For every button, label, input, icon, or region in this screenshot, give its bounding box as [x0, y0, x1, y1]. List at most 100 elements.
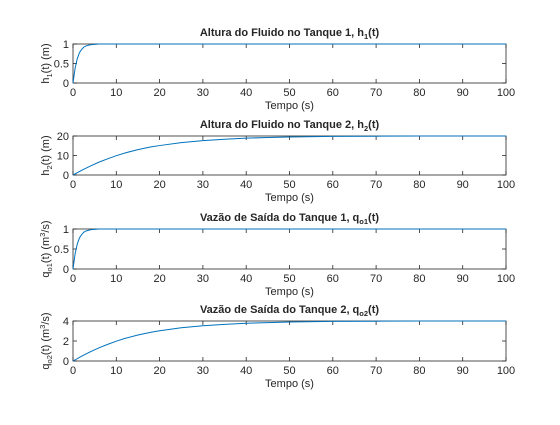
series-line-1: [72, 320, 506, 362]
title-main: Altura do Fluido no Tanque 2, h: [200, 119, 364, 131]
x-tick-label: 0: [70, 273, 76, 285]
x-axis-label: Tempo (s): [265, 100, 314, 112]
x-tick-label: 10: [110, 365, 122, 377]
y-axis-label: qo2(t) (m3/s): [38, 312, 54, 369]
x-tick-label: 20: [153, 87, 165, 99]
ylabel-main: q: [40, 363, 52, 369]
subplot-4: 0 10 20 30 40 50 60 70 80 90 100 0 2 4 Vazão de Saída …: [38, 304, 515, 390]
axes-frame: [72, 135, 507, 176]
ylabel-subscript: o2: [45, 355, 54, 363]
y-axis-label: h1(t) (m): [40, 43, 54, 83]
series-line-1: [72, 135, 506, 176]
x-tick-label: 90: [457, 179, 469, 191]
series-line-1: [72, 228, 506, 270]
y-tick-label: 1: [63, 39, 69, 51]
x-tick-label: 10: [110, 179, 122, 191]
x-tick-label: 70: [370, 179, 382, 191]
x-tick-label: 50: [283, 365, 295, 377]
ylabel-subscript: 1: [45, 73, 54, 77]
x-axis-label: Tempo (s): [265, 378, 314, 390]
ylabel-superscript: 3: [38, 233, 47, 237]
ylabel-suffix: (t) (m): [40, 135, 52, 165]
ylabel-end: /s): [40, 312, 52, 324]
ylabel-suffix: (t) (m: [40, 329, 52, 355]
ylabel-subscript: 2: [45, 165, 54, 169]
y-tick-label: 0: [63, 78, 69, 90]
x-tick-label: 100: [497, 179, 515, 191]
x-tick-label: 20: [153, 273, 165, 285]
x-tick-label: 40: [240, 273, 252, 285]
x-tick-label: 30: [197, 273, 209, 285]
x-tick-label: 40: [240, 365, 252, 377]
x-tick-label: 60: [327, 365, 339, 377]
x-tick-label: 0: [70, 179, 76, 191]
subplot-title: Altura do Fluido no Tanque 2, h2(t): [200, 119, 380, 133]
subplot-title: Vazão de Saída do Tanque 1, qo1(t): [200, 212, 379, 226]
x-tick-label: 100: [497, 87, 515, 99]
axes-frame: [72, 228, 507, 270]
x-axis-label: Tempo (s): [265, 286, 314, 298]
title-subscript: o1: [359, 217, 368, 226]
ylabel-main: h: [40, 169, 52, 175]
x-tick-label: 40: [240, 179, 252, 191]
title-main: Vazão de Saída do Tanque 2, q: [200, 304, 359, 316]
x-tick-label: 20: [153, 179, 165, 191]
title-subscript: o2: [359, 309, 368, 318]
ylabel-end: /s): [40, 220, 52, 232]
title-suffix: (t): [368, 27, 379, 39]
x-tick-label: 50: [283, 179, 295, 191]
x-tick-label: 70: [370, 87, 382, 99]
y-tick-label: 0: [63, 356, 69, 368]
x-tick-label: 70: [370, 273, 382, 285]
ylabel-subscript: o1: [45, 263, 54, 271]
x-tick-label: 70: [370, 365, 382, 377]
y-axis-label: h2(t) (m): [40, 135, 54, 175]
y-tick-label: 1: [63, 224, 69, 236]
x-tick-label: 30: [197, 365, 209, 377]
x-tick-label: 90: [457, 365, 469, 377]
y-tick-label: 2: [63, 336, 69, 348]
y-tick-label: 4: [63, 316, 69, 328]
x-tick-label: 80: [413, 179, 425, 191]
title-subscript: 1: [364, 32, 368, 41]
ylabel-main: h: [40, 77, 52, 83]
x-tick-label: 10: [110, 87, 122, 99]
y-tick-label: 0: [63, 170, 69, 182]
y-tick-label: 20: [57, 131, 69, 143]
axes-frame: [72, 43, 507, 84]
x-tick-label: 100: [497, 273, 515, 285]
x-tick-label: 50: [283, 87, 295, 99]
subplot-title: Altura do Fluido no Tanque 1, h1(t): [200, 27, 380, 41]
x-tick-label: 90: [457, 273, 469, 285]
title-suffix: (t): [368, 212, 379, 224]
x-axis-label: Tempo (s): [265, 192, 314, 204]
x-tick-label: 20: [153, 365, 165, 377]
x-tick-label: 30: [197, 87, 209, 99]
x-tick-label: 100: [497, 365, 515, 377]
ylabel-suffix: (t) (m: [40, 237, 52, 263]
x-tick-label: 60: [327, 179, 339, 191]
subplot-title: Vazão de Saída do Tanque 2, qo2(t): [200, 304, 379, 318]
x-tick-label: 80: [413, 365, 425, 377]
x-tick-label: 60: [327, 87, 339, 99]
y-tick-label: 0: [63, 264, 69, 276]
y-tick-label: 10: [57, 151, 69, 163]
y-axis-label: qo1(t) (m3/s): [38, 220, 54, 277]
title-main: Vazão de Saída do Tanque 1, q: [200, 212, 359, 224]
x-tick-label: 10: [110, 273, 122, 285]
subplot-3: 0 10 20 30 40 50 60 70 80 90 100 0 0.5 1 Vazão de Saíd…: [38, 212, 515, 298]
x-tick-label: 40: [240, 87, 252, 99]
axes-frame: [72, 320, 507, 362]
title-suffix: (t): [368, 304, 379, 316]
ylabel-main: q: [40, 271, 52, 277]
title-suffix: (t): [368, 119, 379, 131]
x-tick-label: 60: [327, 273, 339, 285]
x-tick-label: 50: [283, 273, 295, 285]
x-tick-label: 0: [70, 87, 76, 99]
x-tick-label: 80: [413, 87, 425, 99]
y-tick-label: 0.5: [54, 244, 69, 256]
title-main: Altura do Fluido no Tanque 1, h: [200, 27, 364, 39]
